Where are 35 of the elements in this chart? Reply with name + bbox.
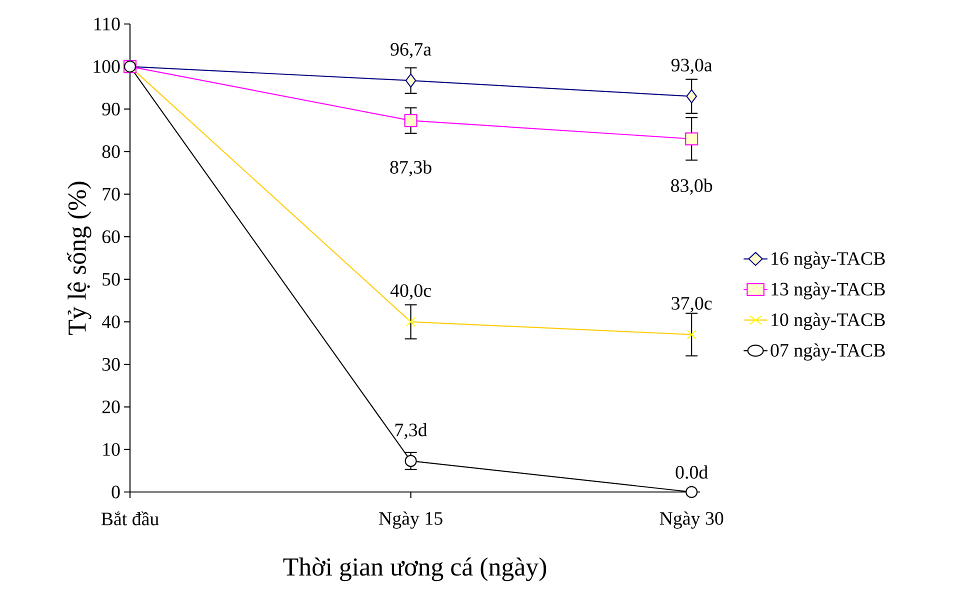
- legend-label: 16 ngày-TACB: [772, 252, 885, 269]
- x-tick-label: Ngày 15: [379, 511, 442, 529]
- y-tick-label: 30: [102, 358, 120, 371]
- legend-label: 13 ngày-TACB: [772, 282, 885, 300]
- data-label: 0.0d: [676, 465, 708, 479]
- y-tick-label: 40: [102, 315, 120, 328]
- data-label: 40,0c: [390, 284, 431, 300]
- point: [686, 89, 697, 104]
- data-label: 83,0b: [671, 178, 712, 195]
- point: [685, 132, 698, 146]
- y-tick-label: 0: [112, 486, 120, 498]
- y-tick-label: 50: [102, 272, 120, 286]
- y-tick-label: 100: [94, 60, 120, 73]
- y-tick-label: 70: [102, 188, 120, 201]
- y-tick-label: 90: [102, 102, 120, 116]
- legend-label: 10 ngày-TACB: [772, 312, 885, 330]
- point: [404, 114, 418, 128]
- data-label: 93,0a: [671, 58, 712, 74]
- x-axis-title: Thời gian ương cá (ngày): [283, 557, 546, 582]
- point: [404, 454, 417, 467]
- x-tick-label: Bắt đầu: [101, 511, 159, 526]
- data-label: 37,0c: [672, 296, 712, 312]
- y-tick-label: 80: [102, 145, 120, 158]
- legend-label: 07 ngày-TACB: [770, 343, 885, 361]
- data-label: 7,3d: [395, 423, 428, 440]
- y-tick-label: 60: [102, 230, 120, 244]
- data-label: 87,3b: [390, 160, 432, 176]
- y-axis-title: Tỷ lệ sống (%): [66, 182, 92, 335]
- data-label: 96,7a: [390, 42, 432, 58]
- point: [405, 74, 416, 88]
- x-tick-label: Ngày 30: [660, 511, 724, 529]
- y-tick-label: 110: [94, 18, 120, 30]
- y-tick-label: 20: [102, 400, 120, 414]
- y-tick-label: 10: [103, 443, 120, 456]
- point: [686, 486, 698, 498]
